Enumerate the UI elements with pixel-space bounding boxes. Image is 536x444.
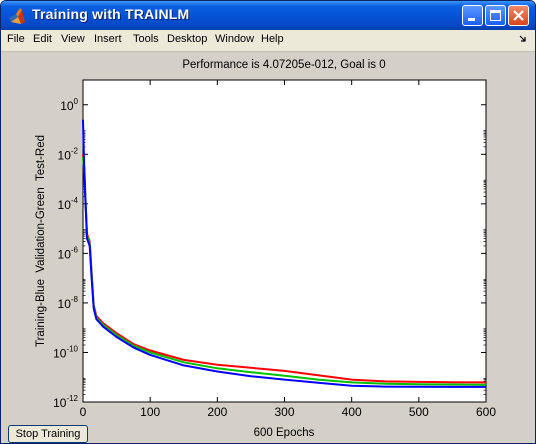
y-tick-label: 10-4 bbox=[58, 196, 79, 212]
chart-title: Performance is 4.07205e-012, Goal is 0 bbox=[182, 59, 385, 71]
x-axis-label: 600 Epochs bbox=[254, 427, 315, 439]
x-tick-label: 0 bbox=[80, 405, 87, 419]
window-title: Training with TRAINLM bbox=[32, 6, 190, 22]
menu-view[interactable]: View bbox=[61, 33, 85, 45]
maximize-button[interactable] bbox=[485, 5, 506, 26]
x-tick-label: 600 bbox=[476, 405, 496, 419]
close-button[interactable] bbox=[508, 5, 529, 26]
series-line-training bbox=[82, 119, 486, 388]
menu-window[interactable]: Window bbox=[215, 33, 255, 45]
dock-arrow-icon[interactable] bbox=[519, 35, 527, 43]
maximize-icon bbox=[490, 10, 501, 21]
stop-training-button[interactable]: Stop Training bbox=[8, 425, 88, 443]
x-tick-label: 100 bbox=[140, 405, 160, 419]
menu-file[interactable]: File bbox=[7, 33, 25, 45]
x-tick-label: 300 bbox=[274, 405, 294, 419]
y-tick-label: 10-10 bbox=[53, 344, 78, 360]
menu-bar: File Edit View Insert Tools Desktop Wind… bbox=[1, 30, 535, 52]
title-bar[interactable]: Training with TRAINLM bbox=[1, 1, 535, 30]
y-tick-label: 100 bbox=[60, 97, 78, 113]
minimize-button[interactable] bbox=[462, 5, 483, 26]
performance-chart: Performance is 4.07205e-012, Goal is 0 1… bbox=[35, 59, 496, 439]
y-tick-label: 10-12 bbox=[53, 394, 78, 410]
x-tick-label: 200 bbox=[207, 405, 227, 419]
x-tick-label: 400 bbox=[342, 405, 362, 419]
matlab-logo-icon bbox=[9, 8, 25, 24]
y-tick-label: 10-2 bbox=[58, 146, 79, 162]
y-axis-label: Training-Blue Validation-Green Test-Red bbox=[35, 135, 47, 347]
y-tick-label: 10-8 bbox=[58, 295, 79, 311]
close-icon bbox=[513, 10, 524, 21]
menu-desktop[interactable]: Desktop bbox=[167, 33, 208, 45]
plot-area bbox=[82, 79, 487, 403]
y-tick-label: 10-6 bbox=[58, 245, 79, 261]
minimize-icon bbox=[468, 18, 475, 21]
x-tick-label: 500 bbox=[409, 405, 429, 419]
menu-help[interactable]: Help bbox=[261, 33, 284, 45]
menu-edit[interactable]: Edit bbox=[33, 33, 52, 45]
menu-tools[interactable]: Tools bbox=[133, 33, 159, 45]
menu-insert[interactable]: Insert bbox=[94, 33, 122, 45]
